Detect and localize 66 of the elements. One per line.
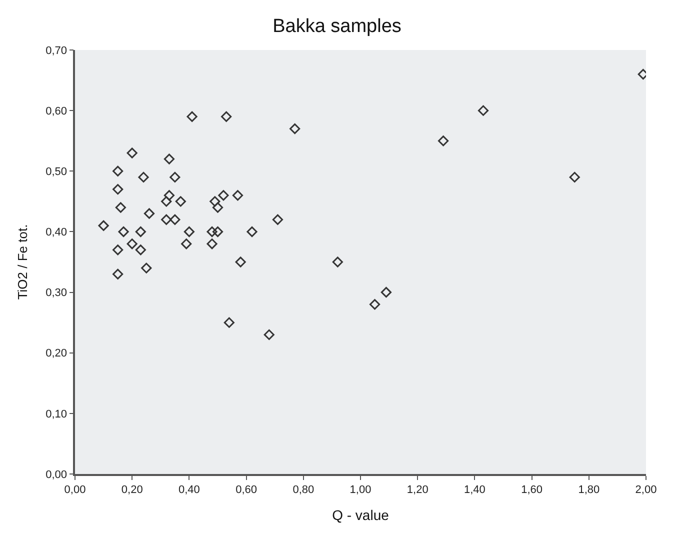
y-tick-label: 0,40	[46, 226, 68, 239]
point	[210, 196, 220, 207]
point	[181, 238, 192, 250]
point	[161, 214, 172, 225]
y-axis-title: TiO2 / Fe tot.	[15, 224, 30, 300]
point	[175, 196, 186, 207]
point	[224, 317, 234, 328]
x-tick-label: 1,60	[521, 484, 543, 496]
point	[126, 148, 138, 158]
y-tick-label: 0,20	[46, 348, 68, 360]
point	[98, 220, 109, 231]
point	[135, 244, 146, 256]
y-tick-label: 0,00	[46, 468, 68, 481]
point	[118, 226, 129, 238]
point	[112, 166, 124, 176]
point	[369, 299, 380, 310]
point	[218, 190, 229, 201]
point	[478, 105, 489, 116]
x-tick-label: 2,00	[635, 484, 657, 496]
y-tick-label: 0,10	[46, 408, 68, 420]
point	[235, 256, 246, 268]
x-tick-label: 0,40	[178, 484, 200, 496]
point	[264, 329, 274, 340]
point	[141, 262, 152, 274]
point	[438, 136, 449, 146]
y-tick-label: 0,70	[46, 44, 68, 57]
point	[115, 202, 126, 213]
point	[112, 268, 124, 280]
y-tick-label: 0,60	[46, 105, 68, 118]
x-tick-label: 1,40	[464, 484, 486, 496]
chart-title: Bakka samples	[272, 16, 402, 37]
point	[212, 202, 224, 213]
point	[246, 226, 258, 238]
x-tick-label: 1,00	[350, 484, 372, 496]
point	[135, 226, 146, 238]
x-axis-title: Q - value	[332, 506, 390, 523]
point	[221, 111, 232, 122]
point	[138, 172, 149, 182]
point	[112, 184, 124, 195]
x-tick-label: 1,20	[406, 484, 428, 496]
point	[212, 226, 224, 238]
x-tick-label: 0,20	[121, 484, 143, 496]
point	[272, 214, 284, 225]
y-tick-label: 0,50	[46, 166, 68, 178]
x-tick-label: 0,60	[236, 484, 258, 496]
point	[161, 196, 172, 207]
point	[290, 123, 300, 134]
point	[170, 214, 180, 225]
point	[380, 286, 392, 298]
x-tick-label: 1,80	[578, 484, 600, 496]
point	[112, 244, 124, 256]
point	[170, 172, 180, 182]
point	[569, 172, 580, 182]
point	[206, 238, 218, 250]
y-tick-label: 0,30	[46, 287, 68, 300]
point	[164, 154, 175, 164]
point	[206, 226, 218, 238]
point	[186, 111, 198, 122]
point	[232, 190, 244, 201]
x-tick-label: 0,00	[64, 484, 86, 496]
point	[184, 226, 194, 238]
point	[126, 238, 138, 250]
point	[164, 190, 175, 201]
point	[144, 208, 155, 219]
point	[332, 256, 343, 268]
x-tick-label: 0,80	[292, 484, 314, 496]
